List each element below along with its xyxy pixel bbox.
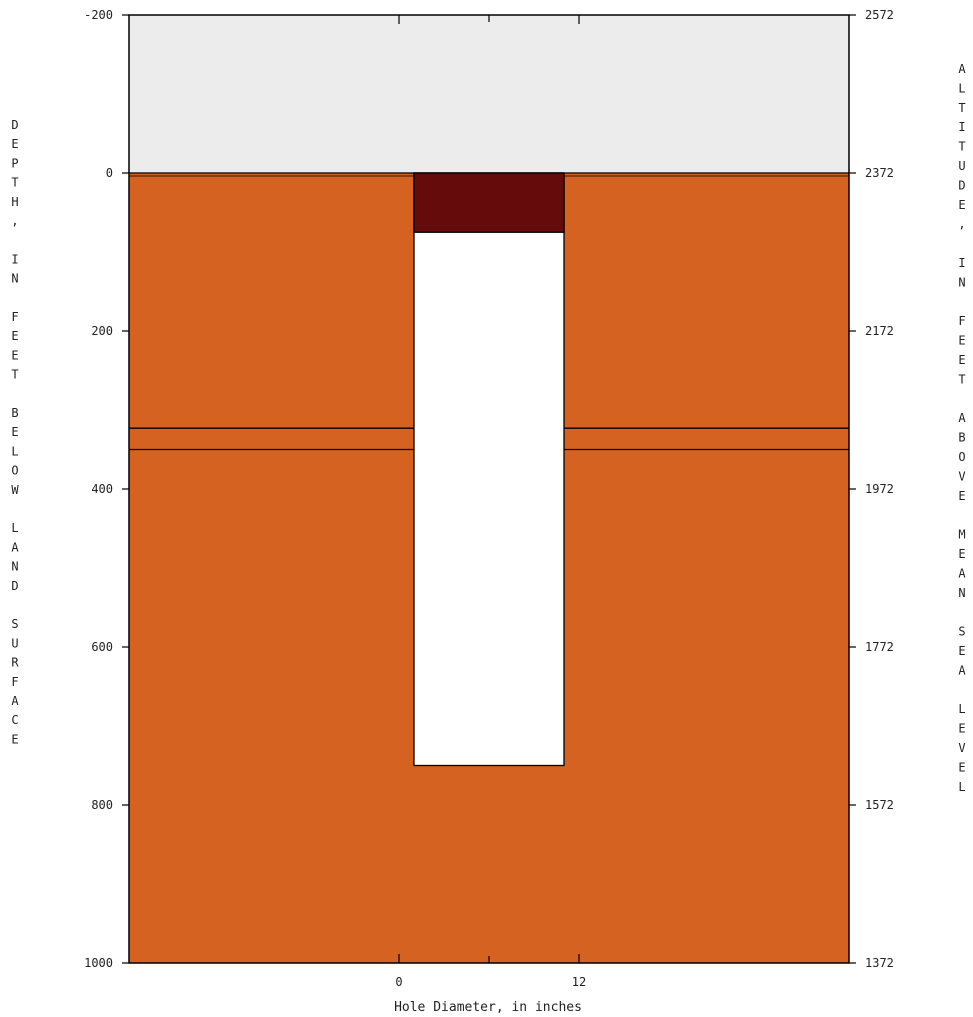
bottom-tick-label: 12 — [572, 975, 586, 989]
left-tick-label: 600 — [91, 640, 113, 654]
axis-title-letter: D — [11, 579, 18, 593]
axis-title-letter: T — [958, 372, 965, 386]
axis-title-letter: I — [958, 256, 965, 270]
axis-title-letter: D — [11, 118, 18, 132]
axis-title-letter: N — [11, 560, 18, 574]
left-tick-label: 400 — [91, 482, 113, 496]
right-tick-label: 1772 — [865, 640, 894, 654]
borehole-group — [413, 172, 565, 767]
axis-title-letter: E — [958, 760, 965, 774]
axis-title-letter: , — [958, 217, 965, 231]
axis-title-letter: E — [11, 425, 18, 439]
axis-title-letter: N — [958, 275, 965, 289]
axis-title-letter: L — [958, 702, 965, 716]
right-tick-label: 1572 — [865, 798, 894, 812]
axis-title-letter: E — [958, 353, 965, 367]
axis-title-letter: L — [11, 444, 18, 458]
axis-title-letter: P — [11, 156, 18, 170]
axis-title-letter: S — [11, 617, 18, 631]
axis-title-letter: V — [958, 469, 965, 483]
right-tick-label: 2572 — [865, 8, 894, 22]
axis-title-letter: F — [11, 310, 18, 324]
axis-title-letter: B — [11, 406, 18, 420]
axis-title-letter: E — [958, 198, 965, 212]
axis-title-letter: T — [958, 140, 965, 154]
axis-title-letter: F — [958, 314, 965, 328]
open-hole — [413, 172, 565, 767]
right-tick-label: 1972 — [865, 482, 894, 496]
axis-title-letter: T — [958, 101, 965, 115]
axis-title-letter: B — [958, 431, 965, 445]
axis-title-letter: E — [958, 489, 965, 503]
axis-title-letter: C — [11, 713, 18, 727]
axis-title-letter: A — [958, 566, 966, 580]
left-tick-label: 200 — [91, 324, 113, 338]
axis-title-letter: E — [958, 547, 965, 561]
axis-title-letter: N — [958, 586, 965, 600]
axis-title-letter: V — [958, 741, 965, 755]
axis-title-letter: E — [11, 137, 18, 151]
axis-title-letter: R — [11, 656, 19, 670]
axis-title-letter: A — [958, 62, 966, 76]
axis-title-letter: , — [11, 214, 18, 228]
bottom-tick-label: 0 — [395, 975, 402, 989]
lithology-layer — [129, 15, 849, 173]
axis-title-letter: D — [958, 178, 965, 192]
axis-title-letter: O — [958, 450, 965, 464]
plot-frame — [128, 14, 850, 964]
axis-title-letter: E — [958, 644, 965, 658]
right-tick-label: 1372 — [865, 956, 894, 970]
right-tick-label: 2372 — [865, 166, 894, 180]
axis-title-letter: A — [11, 694, 19, 708]
axis-title-letter: I — [958, 120, 965, 134]
axis-title-letter: U — [958, 159, 965, 173]
axis-title-letter: E — [11, 348, 18, 362]
right-tick-label: 2172 — [865, 324, 894, 338]
axis-title-letter: A — [958, 663, 966, 677]
axis-title-letter: U — [11, 636, 18, 650]
left-tick-label: 0 — [106, 166, 113, 180]
axis-title-letter: E — [11, 732, 18, 746]
axis-title-letter: W — [11, 483, 19, 497]
axis-title-letter: L — [958, 780, 965, 794]
axis-title-letter: I — [11, 252, 18, 266]
axis-title-letter: T — [11, 368, 18, 382]
axis-title-letter: T — [11, 176, 18, 190]
axis-title-letter: E — [958, 334, 965, 348]
left-tick-label: 1000 — [84, 956, 113, 970]
axis-title-letter: M — [958, 528, 965, 542]
left-tick-label: -200 — [84, 8, 113, 22]
axis-title-letter: L — [11, 521, 18, 535]
surface-casing — [413, 172, 565, 233]
axis-title-letter: O — [11, 464, 18, 478]
axis-title-letter: A — [11, 540, 19, 554]
axis-title-letter: S — [958, 625, 965, 639]
axis-title-letter: E — [11, 329, 18, 343]
axis-title-letter: A — [958, 411, 966, 425]
axis-title-letter: H — [11, 195, 18, 209]
axis-title-letter: E — [958, 722, 965, 736]
left-tick-label: 800 — [91, 798, 113, 812]
axis-title-letter: L — [958, 81, 965, 95]
x-axis-title: Hole Diameter, in inches — [394, 1000, 582, 1015]
axis-title-letter: F — [11, 675, 18, 689]
axis-ticks: -200 2572 0 2372 200 2172 400 1972 600 1772 800 157… — [84, 8, 894, 989]
axis-title-letter: N — [11, 272, 18, 286]
